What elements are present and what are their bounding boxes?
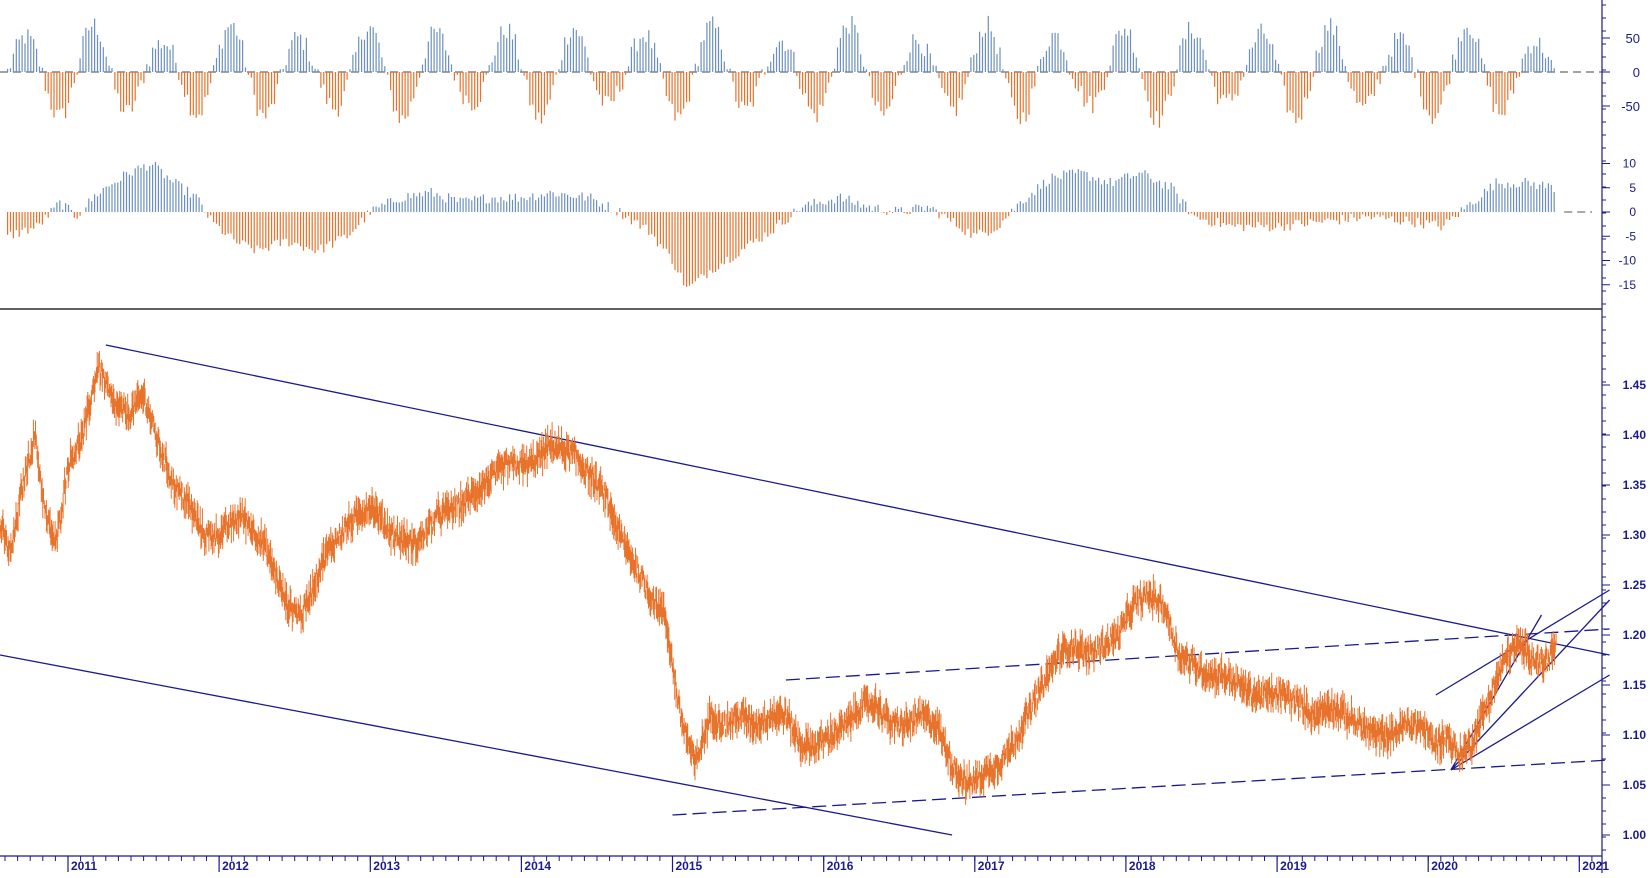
middle-ytick-label: 5 <box>1629 181 1636 195</box>
x-axis-year-label: 2015 <box>676 859 703 873</box>
oscillator-middle-panel <box>6 162 1592 287</box>
price-ytick-label: 1.05 <box>1623 778 1647 792</box>
x-axis-year-label: 2021 <box>1582 859 1609 873</box>
price-ytick-label: 1.35 <box>1623 478 1647 492</box>
price-ytick-label: 1.15 <box>1623 678 1647 692</box>
x-axis-year-label: 2018 <box>1129 859 1156 873</box>
price-ytick-label: 1.25 <box>1623 578 1647 592</box>
middle-ytick-label: 0 <box>1629 205 1636 219</box>
x-axis-year-label: 2017 <box>978 859 1005 873</box>
oscillator-top-panel <box>0 15 1602 128</box>
middle-ytick-label: -15 <box>1619 278 1637 292</box>
x-axis-year-label: 2013 <box>373 859 400 873</box>
top-ytick-label: 0 <box>1633 65 1640 80</box>
x-axis-year-label: 2012 <box>222 859 249 873</box>
top-ytick-label: -50 <box>1621 99 1640 114</box>
price-panel <box>0 344 1611 836</box>
x-axis-year-label: 2019 <box>1280 859 1307 873</box>
trendline-upper-channel <box>105 344 1610 656</box>
price-ytick-label: 1.30 <box>1623 528 1647 542</box>
price-ytick-label: 1.45 <box>1623 378 1647 392</box>
trendline-dashed-support <box>672 759 1610 816</box>
price-ytick-label: 1.10 <box>1623 728 1647 742</box>
middle-ytick-label: -5 <box>1625 229 1636 243</box>
top-ytick-label: 50 <box>1626 31 1640 46</box>
price-ytick-label: 1.20 <box>1623 628 1647 642</box>
x-axis-year-label: 2020 <box>1431 859 1458 873</box>
price-ytick-label: 1.40 <box>1623 428 1647 442</box>
x-axis-year-label: 2016 <box>827 859 854 873</box>
trendline-dashed-resistance <box>785 628 1610 681</box>
middle-ytick-label: -10 <box>1619 254 1637 268</box>
middle-ytick-label: 10 <box>1623 157 1637 171</box>
price-ytick-label: 1.00 <box>1623 828 1647 842</box>
trendline-lower-channel <box>0 654 953 836</box>
fan-line-lower <box>1450 674 1610 771</box>
x-axis-year-label: 2014 <box>524 859 551 873</box>
x-axis-year-label: 2011 <box>71 859 97 873</box>
